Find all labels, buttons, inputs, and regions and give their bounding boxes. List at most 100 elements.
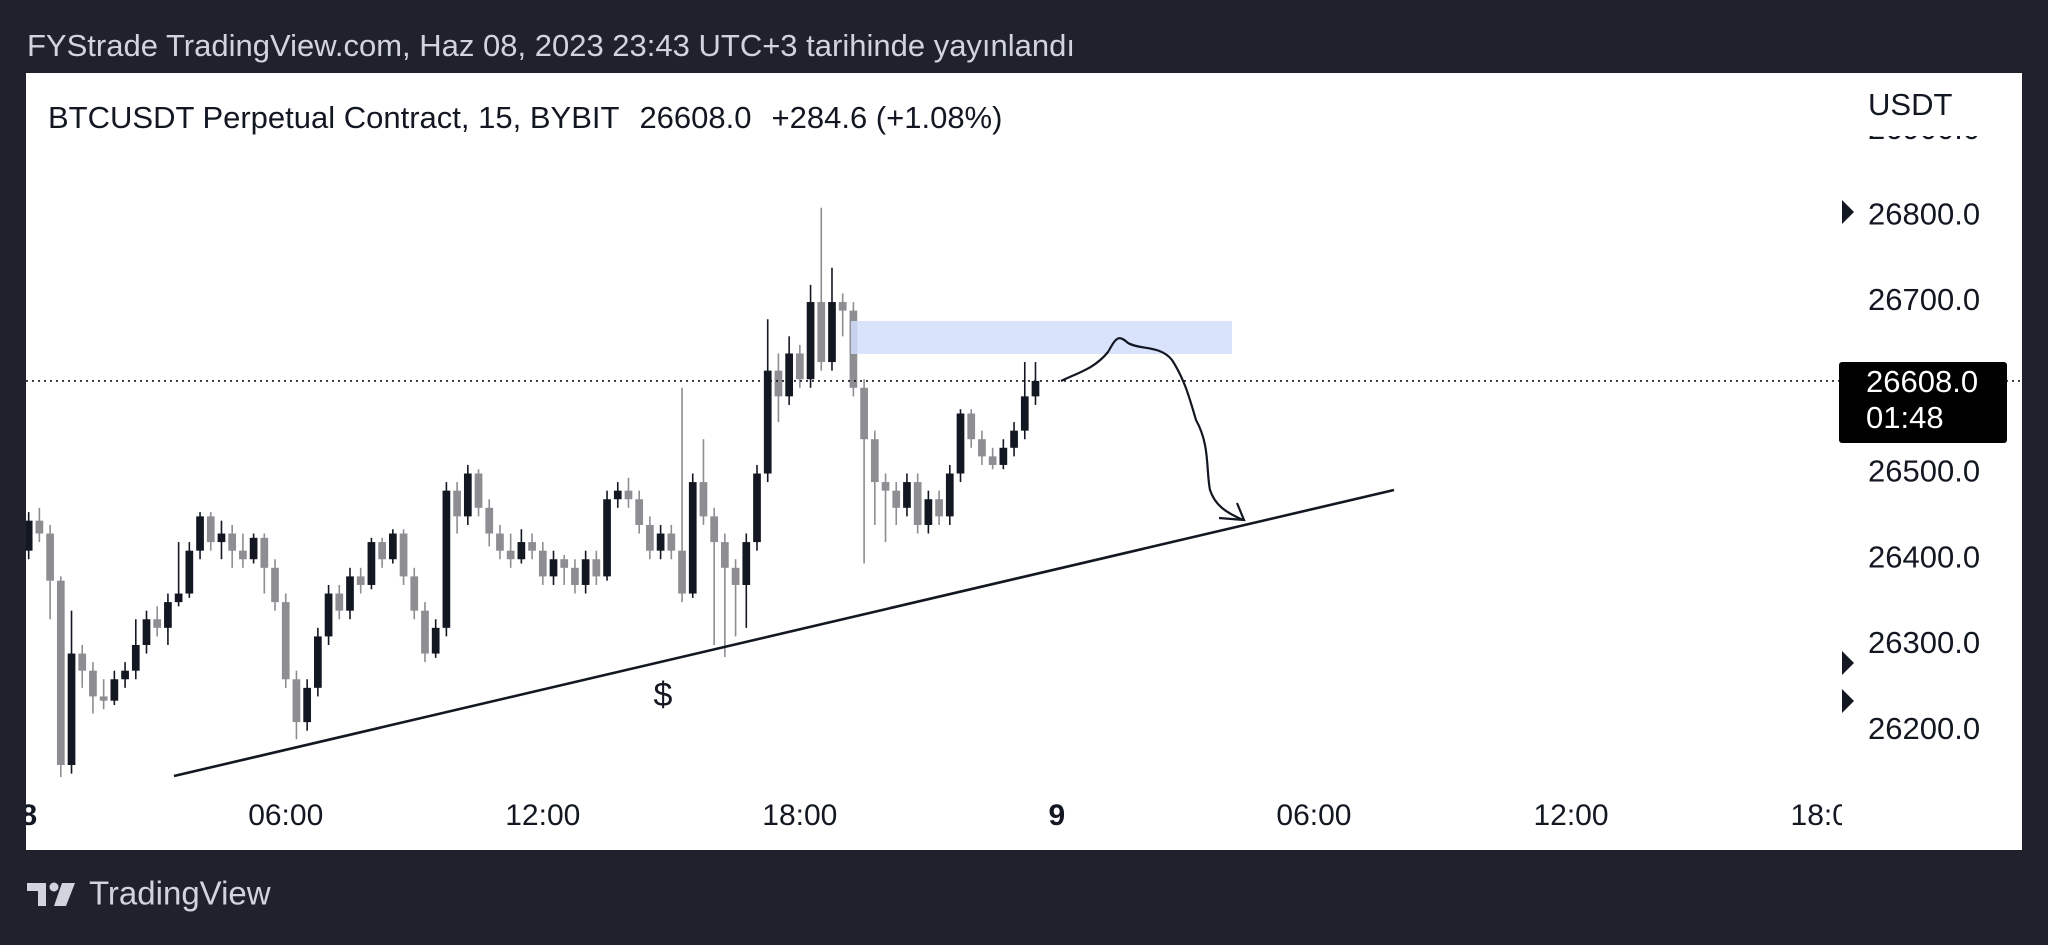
logo-mark xyxy=(49,882,59,892)
candle-body xyxy=(196,516,204,551)
candle-body xyxy=(281,602,290,680)
time-axis: 8 06:00 12:00 18:00 9 06:00 12:00 18:00 xyxy=(20,799,1866,832)
x-tick-label: 12:00 xyxy=(505,799,580,832)
candle-body xyxy=(785,353,793,397)
candle-body xyxy=(646,524,654,551)
candle-body xyxy=(688,482,697,594)
candle-body xyxy=(710,516,719,543)
candle-body xyxy=(795,353,804,380)
candle-body xyxy=(817,302,826,363)
candle-body xyxy=(110,679,119,701)
candle-body xyxy=(46,533,54,581)
candle-body xyxy=(592,559,601,577)
candle-body xyxy=(978,439,986,457)
candle-body xyxy=(485,507,494,534)
brand-logo: TradingView xyxy=(27,875,271,912)
candle-body xyxy=(860,387,868,440)
candle-body xyxy=(903,482,911,508)
drawn-arrow-head xyxy=(1218,502,1246,522)
candle-body xyxy=(624,490,633,500)
symbol-name: BTCUSDT Perpetual Contract, 15, BYBIT xyxy=(48,100,619,135)
y-tick-label: 26900.0 xyxy=(1868,111,1980,146)
candle-body xyxy=(870,439,879,483)
candle-body xyxy=(753,473,761,543)
y-tick-label: 26300.0 xyxy=(1868,625,1980,660)
candle-body xyxy=(806,302,815,380)
countdown: 01:48 xyxy=(1866,400,1944,435)
candle-body xyxy=(67,653,76,765)
candle-body xyxy=(549,559,558,577)
candle-body xyxy=(249,537,258,560)
logo-mark xyxy=(27,883,46,906)
candle-body xyxy=(324,593,333,637)
price-tag-value: 26608.0 xyxy=(1866,364,1978,399)
price-tag-box xyxy=(1839,362,2007,443)
candle-body xyxy=(410,576,419,611)
candle-body xyxy=(153,619,162,628)
candle-body xyxy=(581,559,590,585)
candle-body xyxy=(967,413,976,440)
y-tick-label: 26700.0 xyxy=(1868,282,1980,317)
candle-body xyxy=(945,473,954,517)
candle-body xyxy=(121,670,129,680)
axis-marker xyxy=(1842,200,1854,224)
candle-body xyxy=(924,499,933,525)
x-tick-label: 9 xyxy=(1049,799,1066,832)
candle-body xyxy=(1010,430,1018,448)
y-tick-label: 26400.0 xyxy=(1868,539,1980,574)
brand-name: TradingView xyxy=(89,875,271,912)
price-tag: 26608.0 01:48 xyxy=(1839,362,2007,443)
candle-body xyxy=(881,482,890,491)
drawn-arrow xyxy=(1060,337,1244,522)
candle-body xyxy=(356,576,365,585)
candle-body xyxy=(603,499,611,577)
candle-body xyxy=(571,567,579,585)
axis-header xyxy=(1842,74,2021,136)
y-tick-label: 26200.0 xyxy=(1868,711,1980,746)
candle-body xyxy=(774,370,783,397)
candle-body xyxy=(164,602,172,628)
candle-body xyxy=(731,567,740,585)
candle-body xyxy=(742,542,751,585)
x-tick-label: 8 xyxy=(20,799,37,832)
candle-body xyxy=(388,533,397,560)
plot-area xyxy=(26,207,1040,777)
candle-body xyxy=(463,473,472,517)
candle-body xyxy=(56,580,65,765)
candle-body xyxy=(26,520,33,551)
candle-body xyxy=(217,533,226,543)
candle-body xyxy=(131,644,140,671)
symbol: BTCUSDT Perpetual Contract, 15, BYBIT 266… xyxy=(48,100,1002,135)
candle-body xyxy=(260,537,269,568)
axis-marker xyxy=(1842,689,1854,713)
header-price: 26608.0 xyxy=(639,100,751,135)
candle-body xyxy=(506,550,515,560)
candle-body xyxy=(892,490,901,508)
candle-body xyxy=(635,499,644,525)
candle-body xyxy=(538,550,547,577)
candle-body xyxy=(35,520,44,534)
candle-body xyxy=(999,447,1008,465)
candle-body xyxy=(431,627,440,654)
candle-body xyxy=(828,302,836,363)
candle-body xyxy=(1020,396,1029,431)
candle-body xyxy=(528,542,536,551)
header-change: +284.6 (+1.08%) xyxy=(772,100,1003,135)
candle-body xyxy=(913,482,922,525)
price-axis: 26200.0 26300.0 26400.0 26500.0 26700.0 26800… xyxy=(1868,111,1980,746)
candle-body xyxy=(956,413,965,474)
candle-body xyxy=(271,567,279,603)
logo-mark xyxy=(54,883,75,906)
annotation: $ xyxy=(654,676,673,714)
zone-rectangle xyxy=(851,321,1232,354)
candle-body xyxy=(699,482,708,517)
x-tick-label: 06:00 xyxy=(248,799,323,832)
candle-body xyxy=(314,636,322,688)
x-tick-label: 18:00 xyxy=(1791,799,1866,832)
candle-body xyxy=(89,670,97,697)
candle-body xyxy=(496,533,504,551)
candle-body xyxy=(613,490,622,500)
candle-body xyxy=(142,619,151,645)
candle-body xyxy=(206,516,215,543)
x-tick-label: 12:00 xyxy=(1533,799,1608,832)
